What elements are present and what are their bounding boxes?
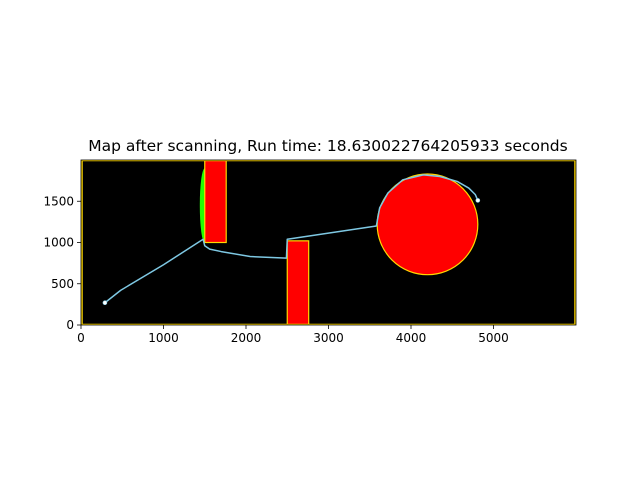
map-boundary — [81, 160, 576, 325]
x-tick-label-5: 5000 — [478, 331, 509, 345]
obstacle-rect-1 — [286, 240, 310, 325]
robot-path — [104, 174, 479, 304]
chart-title: Map after scanning, Run time: 18.6300227… — [88, 137, 567, 155]
x-tick-label-0: 0 — [77, 331, 85, 345]
x-tick-label-4: 4000 — [396, 331, 427, 345]
y-tick-label-1: 500 — [51, 277, 74, 291]
path-marker-1 — [475, 198, 481, 203]
x-tick-label-3: 3000 — [313, 331, 344, 345]
x-axis: 0 1000 2000 3000 4000 5000 — [77, 325, 509, 345]
map-background — [81, 160, 576, 325]
map-layer — [81, 160, 576, 325]
x-tick-label-2: 2000 — [231, 331, 262, 345]
path-marker-0 — [102, 300, 108, 306]
y-tick-label-0: 0 — [66, 318, 74, 332]
y-tick-label-2: 1000 — [43, 236, 74, 250]
y-tick-label-3: 1500 — [43, 194, 74, 208]
plot-area — [80, 159, 577, 326]
scanned-region-0 — [199, 168, 205, 243]
obstacle-rect-0 — [204, 160, 227, 244]
x-tick-label-1: 1000 — [148, 331, 179, 345]
y-axis: 0 500 1000 1500 — [43, 194, 81, 332]
